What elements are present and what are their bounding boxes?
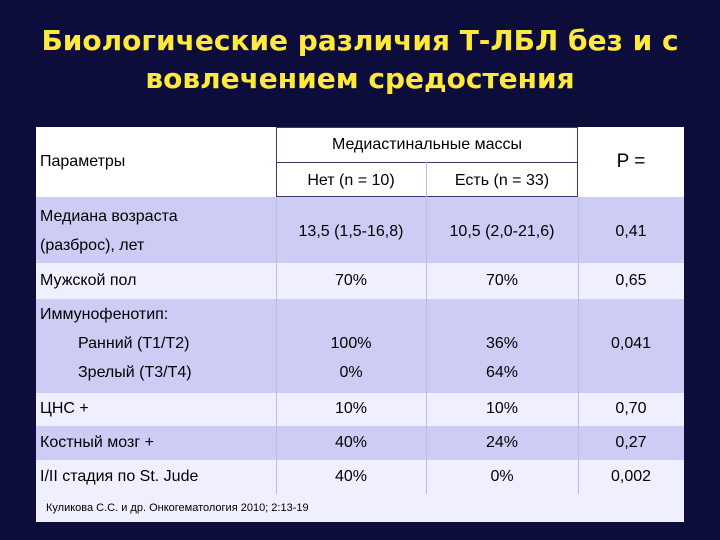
row-bm-p: 0,27 [615, 434, 647, 451]
row-immuno-mature-yes: 64% [485, 364, 519, 381]
row-male [36, 263, 684, 299]
row-stage [36, 460, 684, 494]
row-immuno [36, 299, 684, 393]
row-cns-p: 0,70 [615, 400, 647, 417]
row-stage-no: 40% [334, 468, 368, 485]
row-age [36, 197, 684, 263]
header-col-no: Нет (n = 10) [307, 172, 395, 189]
row-age-label-2: (разброс), лет [40, 237, 145, 254]
row-age-yes: 10,5 (2,0-21,6) [449, 223, 555, 240]
footnote-citation: Куликова С.С. и др. Онкогематология 2010… [46, 502, 309, 514]
row-stage-label: I/II стадия по St. Jude [40, 468, 199, 485]
row-cns-label: ЦНС + [40, 400, 89, 417]
col-divider-1 [276, 197, 277, 494]
col-divider-3 [578, 197, 579, 494]
row-age-p: 0,41 [615, 223, 647, 240]
title-line-2: вовлечением средостения [145, 62, 575, 95]
row-cns-no: 10% [334, 400, 368, 417]
row-immuno-mature-no: 0% [339, 364, 363, 381]
row-bm-label: Костный мозг + [40, 434, 154, 451]
row-male-no: 70% [334, 272, 368, 289]
col-divider-2 [426, 162, 427, 494]
row-male-p: 0,65 [615, 272, 647, 289]
slide-title: Биологические различия Т-ЛБЛ без и с вов… [0, 22, 720, 98]
header-col-p: P = [616, 151, 646, 172]
row-bm-yes: 24% [485, 434, 519, 451]
row-immuno-early-no: 100% [330, 335, 372, 352]
header-params: Параметры [40, 153, 126, 170]
row-immuno-early-label: Ранний (T1/T2) [78, 335, 190, 352]
row-cns-yes: 10% [485, 400, 519, 417]
row-age-label-1: Медиана возраста [40, 208, 178, 225]
row-immuno-label: Иммунофенотип: [40, 306, 169, 323]
row-bone-marrow [36, 426, 684, 460]
subheader-frame [276, 162, 578, 197]
title-line-1: Биологические различия Т-ЛБЛ без и с [41, 24, 679, 57]
row-bm-no: 40% [334, 434, 368, 451]
row-age-no: 13,5 (1,5-16,8) [298, 223, 404, 240]
row-stage-p: 0,002 [610, 468, 652, 485]
footnote-strip [36, 494, 684, 522]
row-male-yes: 70% [485, 272, 519, 289]
row-cns [36, 393, 684, 426]
row-male-label: Мужской пол [40, 272, 137, 289]
header-col-yes: Есть (n = 33) [454, 172, 550, 189]
row-immuno-mature-label: Зрелый (T3/T4) [78, 364, 192, 381]
row-immuno-p: 0,041 [610, 335, 652, 352]
row-immuno-early-yes: 36% [485, 335, 519, 352]
header-group: Медиастинальные массы [332, 136, 522, 153]
row-stage-yes: 0% [490, 468, 514, 485]
